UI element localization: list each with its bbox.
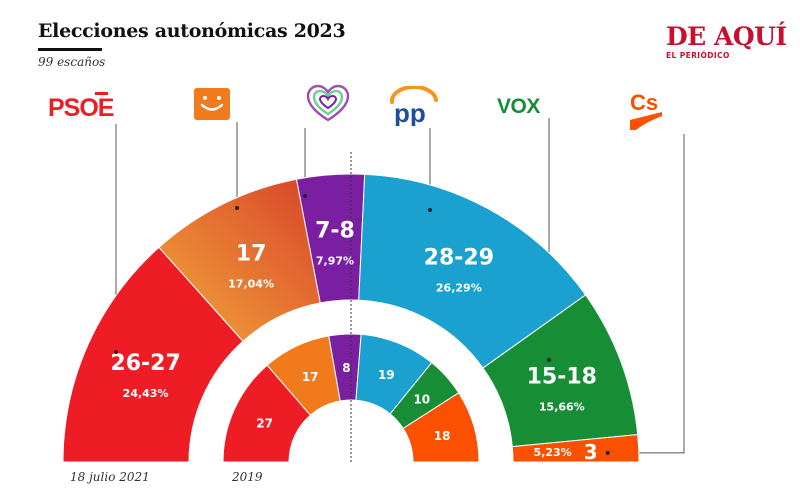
inner-seats-psoe: 27 (256, 417, 273, 431)
brand-subtitle: EL PERIÓDICO (666, 51, 730, 60)
inner-ring (222, 333, 480, 463)
outer-pct-psoe: 24,43% (123, 387, 169, 400)
brand-name: DE AQUÍ (666, 22, 787, 51)
outer-seats-vox: 15-18 (527, 364, 597, 389)
outer-seats-psoe: 26-27 (110, 351, 180, 376)
outer-pct-upl: 17,04% (228, 277, 274, 290)
outer-pct-pp: 26,29% (436, 282, 482, 295)
inner-seats-vox: 10 (413, 393, 430, 407)
inner-seats-pp: 19 (378, 368, 395, 382)
outer-ring (62, 173, 640, 463)
inner-seats-podemos: 8 (342, 361, 350, 375)
brand-logo: DE AQUÍ EL PERIÓDICO (666, 22, 787, 61)
connector-dot-podemos (303, 194, 307, 198)
inner-seats-upl: 17 (302, 370, 319, 384)
outer-pct-cs: 5,23% (534, 446, 572, 459)
psoe-logo: PSOE (48, 92, 115, 124)
connector-dot-upl (235, 206, 239, 210)
outer-seats-pp: 28-29 (424, 246, 494, 271)
chart-subtitle: 99 escaños (38, 55, 106, 69)
outer-pct-podemos: 7,97% (316, 255, 354, 268)
vox-logo-text: VOX (497, 95, 540, 118)
labels: 26-27 24,43% 17 17,04% 7-8 7,97% 28-29 26,29% 15… (110, 194, 610, 464)
connector-dot-vox (547, 358, 551, 362)
cs-logo-text: Cs (630, 90, 658, 115)
outer-seats-upl: 17 (236, 241, 267, 266)
psoe-logo-text: PSOE (48, 94, 114, 120)
inner-seats-cs: 18 (434, 429, 451, 443)
pp-logo-text: pp (394, 98, 426, 126)
outer-slice-cs (511, 434, 640, 463)
outer-slice-pp (358, 173, 587, 369)
title-rule (38, 48, 102, 51)
vox-logo: VOX (497, 94, 549, 122)
inner-ring-caption: 2019 (232, 470, 263, 484)
cs-logo: Cs (630, 90, 676, 136)
outer-slice-psoe (62, 246, 244, 463)
connector-dot-pp (428, 208, 432, 212)
inner-slice-cs (402, 392, 480, 463)
outer-seats-cs: 3 (584, 440, 598, 464)
pp-logo: pp (386, 85, 442, 130)
outer-ring-caption: 18 julio 2021 (70, 470, 150, 484)
connector-dot-psoe (114, 350, 118, 354)
upl-logo (194, 88, 230, 124)
outer-seats-podemos: 7-8 (315, 219, 355, 244)
connector-dot-cs (605, 450, 610, 455)
podemos-logo (306, 84, 350, 128)
outer-pct-vox: 15,66% (539, 400, 585, 413)
chart-title: Elecciones autonómicas 2023 (38, 20, 346, 42)
